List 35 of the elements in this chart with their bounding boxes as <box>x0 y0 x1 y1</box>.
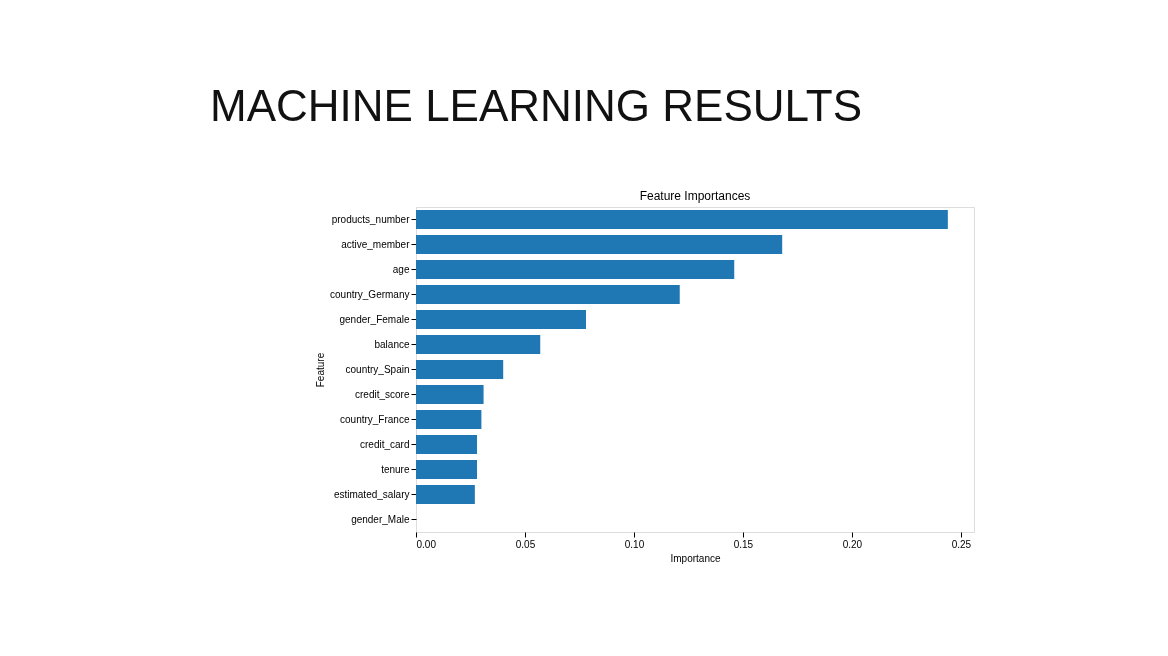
bar <box>416 435 478 454</box>
x-tick-label: 0.10 <box>624 538 645 550</box>
bar <box>416 360 504 379</box>
y-tick-label: country_Germany <box>330 288 410 300</box>
x-tick-label: 0.20 <box>842 538 863 550</box>
y-tick-label: gender_Female <box>339 313 410 325</box>
y-tick-label: credit_card <box>360 438 410 450</box>
chart-title: MACHINE LEARNING RESULTS <box>210 80 862 130</box>
y-tick-label: credit_score <box>355 388 410 400</box>
y-tick-label: active_member <box>341 238 411 250</box>
bar <box>416 485 475 504</box>
y-tick-label: age <box>392 263 410 275</box>
bar <box>416 210 948 229</box>
chart-subtitle: Feature Importances <box>639 189 751 203</box>
x-tick-label: 0.25 <box>951 538 972 550</box>
bar <box>416 410 482 429</box>
x-tick-label: 0.00 <box>416 538 437 550</box>
y-tick-label: country_France <box>340 413 410 425</box>
bar <box>416 460 478 479</box>
bar <box>416 310 587 329</box>
y-axis-title: Feature <box>315 352 327 388</box>
x-tick-label: 0.15 <box>733 538 754 550</box>
bar <box>416 335 541 354</box>
y-tick-label: tenure <box>381 463 410 475</box>
bar <box>416 385 484 404</box>
y-tick-label: products_number <box>331 213 411 225</box>
y-tick-label: country_Spain <box>345 363 410 375</box>
x-tick-label: 0.05 <box>515 538 536 550</box>
y-tick-label: gender_Male <box>351 513 410 525</box>
bar <box>416 285 680 304</box>
y-tick-label: estimated_salary <box>333 488 410 500</box>
y-tick-label: balance <box>374 338 410 350</box>
bar <box>416 260 735 279</box>
x-axis-title: Importance <box>670 552 721 564</box>
bar <box>416 235 783 254</box>
